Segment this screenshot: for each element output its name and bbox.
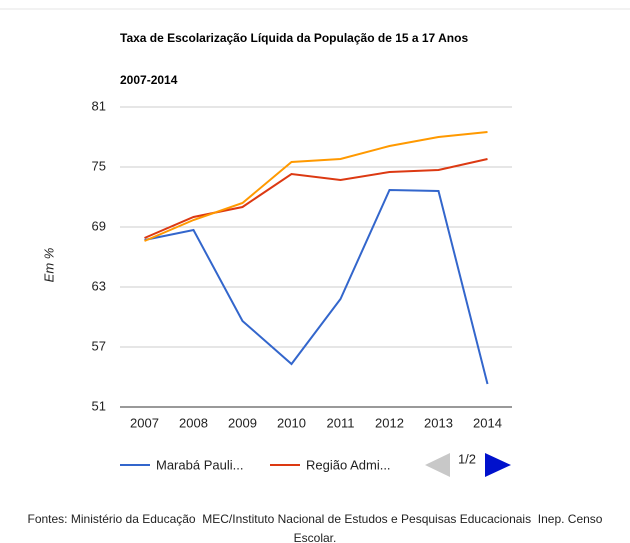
x-tick-label: 2010	[277, 415, 306, 430]
y-axis-title: Em %	[41, 248, 56, 283]
legend-label: Marabá Pauli...	[156, 457, 243, 472]
y-tick-label: 75	[92, 158, 106, 173]
x-tick-label: 2009	[228, 415, 257, 430]
series-line	[144, 131, 488, 242]
legend-label: Região Admi...	[306, 457, 391, 472]
x-tick-label: 2013	[424, 415, 453, 430]
x-tick-label: 2014	[473, 415, 502, 430]
y-tick-label: 51	[92, 398, 106, 413]
x-tick-label: 2011	[327, 415, 355, 430]
x-tick-label: 2012	[375, 415, 404, 430]
next-page[interactable]	[485, 453, 511, 477]
chart-subtitle: 2007-2014	[120, 73, 178, 87]
y-tick-label: 63	[92, 278, 106, 293]
y-tick-label: 81	[92, 98, 106, 113]
y-tick-label: 69	[92, 218, 106, 233]
x-tick-label: 2008	[179, 415, 208, 430]
prev-page[interactable]	[425, 453, 450, 477]
x-tick-label: 2007	[130, 415, 159, 430]
series-line	[144, 158, 488, 239]
series-line	[144, 188, 489, 385]
source: Fontes: Ministério da Educação MEC/Insti…	[27, 512, 606, 543]
chart-title: Taxa de Escolarização Líquida da Populaç…	[120, 31, 469, 45]
y-tick-label: 57	[92, 338, 106, 353]
legend-page: 1/2	[458, 451, 476, 466]
